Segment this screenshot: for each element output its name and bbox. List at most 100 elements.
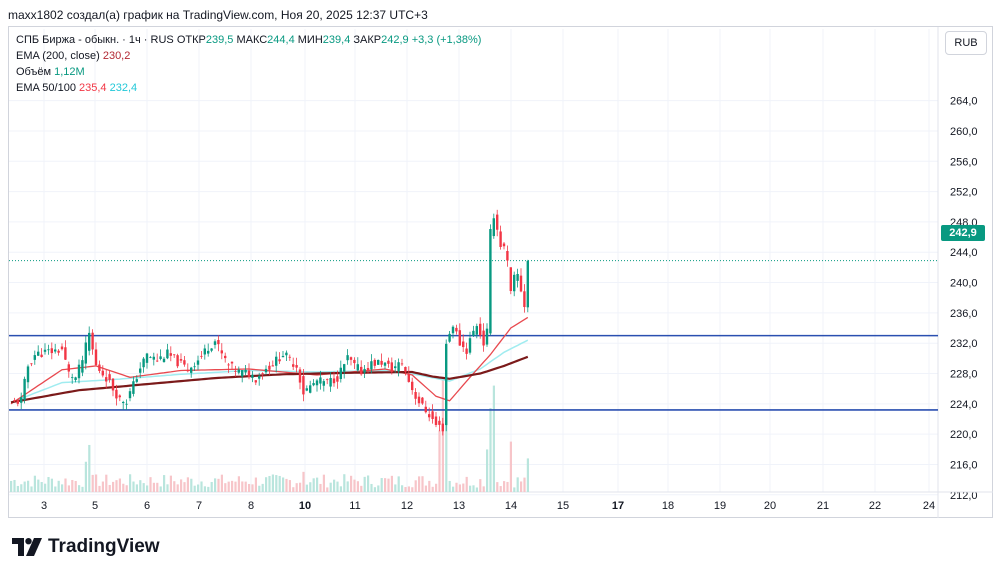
volume-row[interactable]: Объём 1,12M <box>16 64 481 80</box>
candle-body <box>77 364 81 379</box>
currency-button[interactable]: RUB <box>945 31 987 55</box>
candle-body <box>496 214 499 230</box>
volume-bar <box>319 483 322 492</box>
volume-bar <box>401 485 404 492</box>
candle-body <box>329 377 332 387</box>
candle-body <box>339 367 342 380</box>
volume-bar <box>292 487 295 492</box>
volume-bar <box>227 481 230 492</box>
candle-body <box>40 354 43 358</box>
candle-body <box>162 358 166 363</box>
volume-bar <box>91 474 94 492</box>
y-tick-label: 224,0 <box>950 399 978 411</box>
candle-body <box>16 400 19 404</box>
candle-body <box>200 355 203 357</box>
candle-body <box>179 359 183 361</box>
x-tick-label: 11 <box>349 500 360 512</box>
volume-bar <box>465 476 468 492</box>
close-value: 242,9 <box>381 34 409 46</box>
volume-bar <box>486 449 489 492</box>
candle-body <box>217 339 220 345</box>
candle-body <box>509 267 512 292</box>
volume-bar <box>81 486 84 492</box>
candle-body <box>451 326 455 334</box>
candle-body <box>363 368 366 373</box>
volume-bar <box>203 486 206 492</box>
ema200-row[interactable]: EMA (200, close) 230,2 <box>16 48 481 64</box>
volume-bar <box>67 485 70 492</box>
volume-bar <box>390 475 393 492</box>
chart-frame[interactable] <box>8 26 993 518</box>
candle-body <box>105 377 108 382</box>
volume-bar <box>258 485 261 492</box>
volume-bar <box>125 485 128 492</box>
candle-body <box>224 355 227 359</box>
candle-body <box>513 274 516 292</box>
candle-body <box>190 367 193 373</box>
volume-bar <box>360 485 363 492</box>
y-tick-label: 240,0 <box>950 278 978 290</box>
x-tick-label: 7 <box>196 500 202 512</box>
candle-body <box>373 359 376 366</box>
volume-bar <box>13 479 16 492</box>
y-tick-label: 236,0 <box>950 308 978 320</box>
symbol-label[interactable]: СПБ Биржа - обыкн. · 1ч · RUS <box>16 34 174 46</box>
candle-body <box>421 397 424 404</box>
volume-bar <box>47 477 50 492</box>
candle-body <box>434 416 438 425</box>
candle-body <box>203 348 206 355</box>
candle-body <box>268 365 271 370</box>
ema-50-100-row[interactable]: EMA 50/100 235,4 232,4 <box>16 80 481 96</box>
candle-body <box>241 370 244 377</box>
ema50-value: 235,4 <box>79 82 107 94</box>
volume-bar <box>61 484 64 492</box>
candle-body <box>122 401 125 404</box>
volume-bar <box>224 483 227 492</box>
x-tick-label: 13 <box>453 500 465 512</box>
candle-body <box>377 359 380 365</box>
volume-bar <box>506 481 509 492</box>
volume-bar <box>448 480 451 492</box>
tradingview-logo[interactable]: TradingView <box>12 536 160 558</box>
candle-body <box>47 349 50 351</box>
volume-bar <box>278 475 281 492</box>
candle-body <box>60 346 64 350</box>
volume-bar <box>33 475 36 492</box>
candle-body <box>30 363 33 365</box>
volume-bar <box>380 478 383 492</box>
candle-body <box>366 367 370 371</box>
low-label: МИН <box>297 34 323 46</box>
volume-bar <box>452 486 455 492</box>
candle-body <box>84 342 87 364</box>
volume-bar <box>88 444 91 492</box>
candle-body <box>499 231 502 247</box>
candle-body <box>64 347 67 360</box>
volume-bar <box>54 486 57 492</box>
candle-body <box>145 353 149 363</box>
volume-label: Объём <box>16 66 52 78</box>
open-value: 239,5 <box>205 34 234 46</box>
volume-bar <box>251 484 254 492</box>
candle-body <box>128 391 132 399</box>
volume-bar <box>37 479 40 492</box>
volume-bar <box>339 486 342 492</box>
volume-bar <box>265 477 268 492</box>
volume-bar <box>479 479 482 492</box>
volume-bar <box>462 483 465 492</box>
volume-bar <box>503 481 506 492</box>
volume-bar <box>142 483 145 492</box>
volume-bar <box>373 487 376 492</box>
candle-body <box>149 356 152 358</box>
candle-body <box>315 380 319 386</box>
candle-body <box>261 373 264 375</box>
volume-bar <box>146 485 149 492</box>
x-tick-label: 6 <box>144 500 150 512</box>
x-tick-label: 15 <box>557 500 569 512</box>
volume-bar <box>163 475 166 492</box>
y-tick-label: 212,0 <box>950 490 978 502</box>
candle-body <box>271 365 274 367</box>
volume-bar <box>309 482 312 492</box>
x-tick-label: 10 <box>299 500 311 512</box>
candle-body <box>295 365 298 368</box>
